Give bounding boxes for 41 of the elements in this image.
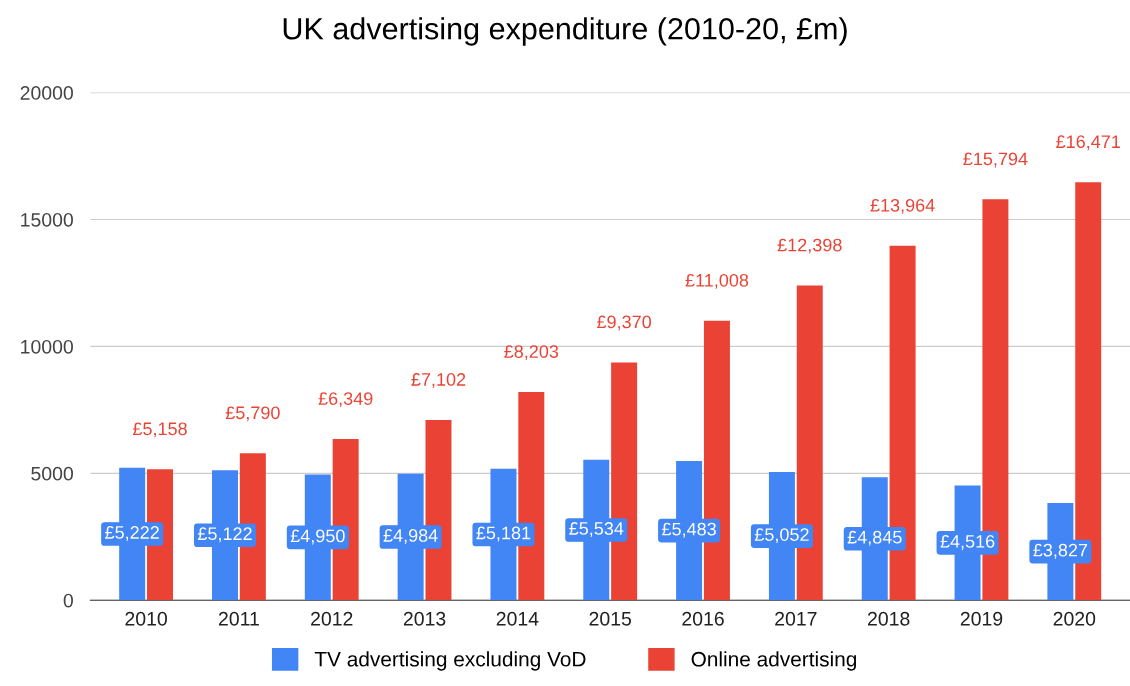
- x-tick-label: 2019: [960, 611, 1003, 626]
- data-label: £5,483: [662, 522, 716, 538]
- x-tick-label: 2012: [311, 611, 353, 626]
- data-label: £5,158: [132, 422, 187, 438]
- y-tick-label: 15000: [21, 212, 73, 227]
- data-label: £5,534: [569, 522, 624, 537]
- x-tick-label: 2011: [218, 611, 259, 626]
- data-label: £4,984: [383, 529, 438, 544]
- x-tick-label: 2013: [403, 611, 446, 626]
- x-tick-label: 2020: [1053, 611, 1096, 626]
- legend-label: Online advertising: [691, 651, 857, 671]
- data-label: £5,052: [754, 528, 809, 544]
- data-label: £5,122: [197, 527, 252, 543]
- data-label: £15,794: [963, 152, 1028, 168]
- chart-title: UK advertising expenditure (2010-20, £m): [283, 17, 847, 46]
- y-tick-label: 10000: [21, 339, 73, 354]
- data-label: £12,398: [777, 238, 842, 254]
- y-tick-label: 5000: [31, 466, 73, 481]
- data-label: £11,008: [685, 273, 749, 289]
- data-label: £5,181: [476, 526, 531, 542]
- y-tick-label: 0: [63, 593, 73, 608]
- x-tick-label: 2016: [682, 611, 724, 626]
- data-label: £4,845: [847, 530, 902, 546]
- data-label: £4,516: [940, 535, 995, 550]
- x-tick-label: 2018: [868, 611, 910, 626]
- y-tick-label: 20000: [20, 86, 73, 100]
- x-tick-label: 2015: [589, 611, 632, 626]
- data-label: £8,203: [504, 345, 559, 361]
- data-label: £9,370: [597, 315, 652, 331]
- data-label: £5,222: [105, 526, 159, 541]
- data-label: £6,349: [318, 392, 373, 408]
- data-label: £5,790: [225, 406, 280, 422]
- x-tick-label: 2010: [125, 611, 167, 626]
- data-label: £4,950: [290, 529, 345, 545]
- data-label: £7,102: [411, 373, 466, 388]
- x-tick-label: 2014: [496, 611, 539, 626]
- x-tick-label: 2017: [775, 611, 817, 626]
- data-label: £3,827: [1033, 543, 1088, 559]
- data-label: £16,471: [1056, 135, 1120, 151]
- legend-label: TV advertising excluding VoD: [314, 651, 586, 671]
- data-label: £13,964: [870, 198, 935, 214]
